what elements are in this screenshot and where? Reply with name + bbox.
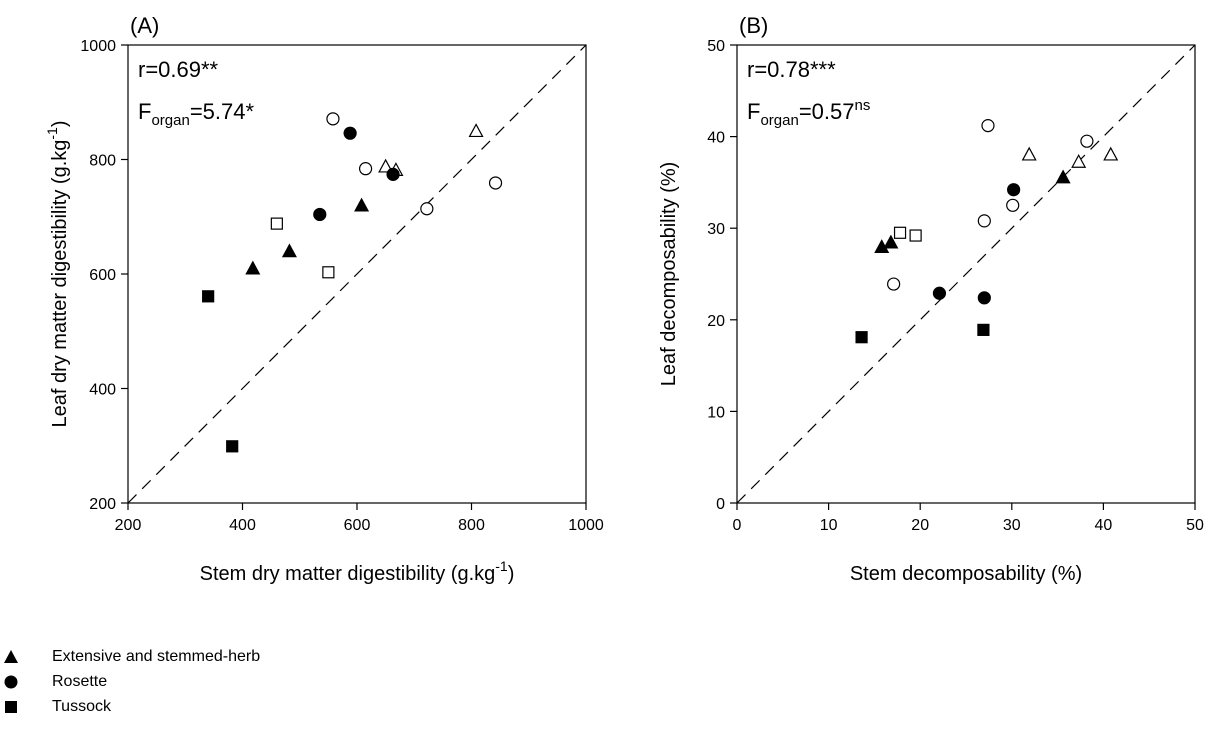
- y-tick-label: 0: [716, 496, 725, 513]
- stat-r: r=0.78***: [747, 57, 836, 82]
- x-axis-title-text: Stem dry matter digestibility (g.kg: [200, 563, 496, 585]
- filled-triangle-point: [1055, 169, 1071, 184]
- x-tick-label: 400: [229, 517, 256, 534]
- panel-b: 0 10 20 30 40 50 0 10 20 30 40 50 (B) r=0.78*** Forgan…: [658, 13, 1204, 585]
- reference-line-1-1: [127, 44, 587, 504]
- stat-f-subscript: organ: [151, 112, 189, 129]
- y-tick-label: 20: [707, 313, 725, 330]
- panel-label: (B): [739, 13, 768, 38]
- stat-f-value: =5.74*: [190, 99, 255, 124]
- stat-f: Forgan=5.74*: [138, 99, 254, 129]
- filled-square-point: [202, 290, 215, 303]
- open-square-point: [322, 266, 335, 279]
- x-axis-title-end: ): [508, 563, 515, 585]
- y-tick-label: 1000: [80, 38, 116, 55]
- x-axis-title: Stem decomposability (%): [850, 563, 1082, 585]
- y-axis-title-text: Leaf decomposability (%): [658, 162, 680, 387]
- open-triangle-point: [1071, 153, 1087, 168]
- open-circle-point: [326, 112, 340, 126]
- filled-circle-icon: [4, 675, 18, 689]
- filled-square-icon: [5, 701, 17, 713]
- open-square-point: [909, 229, 922, 242]
- filled-circle-point: [932, 286, 947, 300]
- filled-circle-point: [343, 126, 357, 140]
- open-triangle-point: [1103, 146, 1119, 161]
- filled-triangle-point: [883, 234, 899, 249]
- filled-triangle-icon: [4, 650, 18, 663]
- filled-triangle-point: [281, 243, 297, 258]
- open-circle-point: [1080, 134, 1094, 148]
- x-tick-label: 1000: [568, 517, 604, 534]
- x-tick-label: 30: [1003, 517, 1021, 534]
- legend-item-extensive-stemmed-herb: Extensive and stemmed-herb: [0, 645, 420, 669]
- x-tick-label: 20: [911, 517, 929, 534]
- open-circle-point: [977, 214, 991, 228]
- legend-item-tussock: Tussock: [0, 695, 420, 719]
- filled-triangle-point: [245, 260, 261, 275]
- open-square-point: [893, 226, 907, 239]
- stat-f-main: F: [138, 99, 151, 124]
- open-triangle-point: [1021, 146, 1037, 161]
- y-tick-label: 200: [89, 496, 116, 513]
- legend-label: Rosette: [52, 673, 108, 690]
- x-axis-title-superscript: -1: [495, 558, 508, 574]
- open-circle-point: [1006, 198, 1020, 212]
- filled-circle-point: [386, 167, 400, 181]
- open-circle-point: [981, 119, 995, 133]
- x-tick-label: 10: [820, 517, 838, 534]
- open-square-point: [270, 217, 283, 230]
- y-axis-title-text: Leaf dry matter digestibility (g.kg: [49, 140, 71, 428]
- stat-f-main: F: [747, 99, 760, 124]
- y-tick-label: 50: [707, 38, 725, 55]
- filled-circle-point: [1007, 183, 1021, 197]
- stat-f: Forgan=0.57ns: [747, 97, 870, 129]
- stat-f-value: =0.57: [799, 99, 855, 124]
- x-tick-label: 800: [458, 517, 485, 534]
- x-tick-label: 50: [1186, 517, 1204, 534]
- legend-label: Tussock: [52, 698, 111, 715]
- x-tick-label: 40: [1095, 517, 1113, 534]
- panel-label: (A): [130, 13, 159, 38]
- legend-item-rosette: Rosette: [0, 670, 420, 694]
- filled-circle-point: [313, 207, 327, 222]
- y-tick-label: 600: [89, 267, 116, 284]
- panel-a: 200 400 600 800 1000 200 400 600 800 1000 (A) r=0.6…: [44, 13, 604, 585]
- x-axis-title: Stem dry matter digestibility (g.kg-1): [200, 558, 515, 585]
- plot-frame: [736, 44, 1196, 504]
- stat-f-subscript: organ: [760, 112, 798, 129]
- reference-line-1-1: [736, 44, 1196, 504]
- filled-square-point: [977, 323, 990, 336]
- y-tick-label: 800: [89, 153, 116, 170]
- y-tick-label: 10: [707, 404, 725, 421]
- filled-square-point: [855, 331, 868, 344]
- x-tick-label: 0: [733, 517, 742, 534]
- filled-triangle-point: [354, 197, 370, 212]
- open-circle-point: [358, 162, 373, 176]
- open-circle-point: [488, 176, 503, 190]
- y-axis-title-end: ): [49, 120, 71, 127]
- y-tick-label: 40: [707, 130, 725, 147]
- x-tick-label: 600: [344, 517, 371, 534]
- filled-square-point: [226, 440, 239, 453]
- y-tick-label: 30: [707, 221, 725, 238]
- filled-circle-point: [977, 291, 991, 305]
- stat-r: r=0.69**: [138, 57, 219, 82]
- y-axis-title: Leaf decomposability (%): [658, 162, 680, 387]
- x-tick-label: 200: [115, 517, 142, 534]
- open-triangle-point: [468, 123, 484, 138]
- y-axis-title: Leaf dry matter digestibility (g.kg-1): [44, 120, 71, 427]
- y-axis-title-superscript: -1: [44, 127, 60, 140]
- y-tick-label: 400: [89, 382, 116, 399]
- legend-label: Extensive and stemmed-herb: [52, 648, 261, 665]
- x-axis-title-text: Stem decomposability (%): [850, 563, 1082, 585]
- open-circle-point: [420, 202, 434, 216]
- open-circle-point: [887, 277, 901, 291]
- open-triangle-point: [378, 158, 394, 173]
- stat-f-superscript: ns: [855, 97, 871, 114]
